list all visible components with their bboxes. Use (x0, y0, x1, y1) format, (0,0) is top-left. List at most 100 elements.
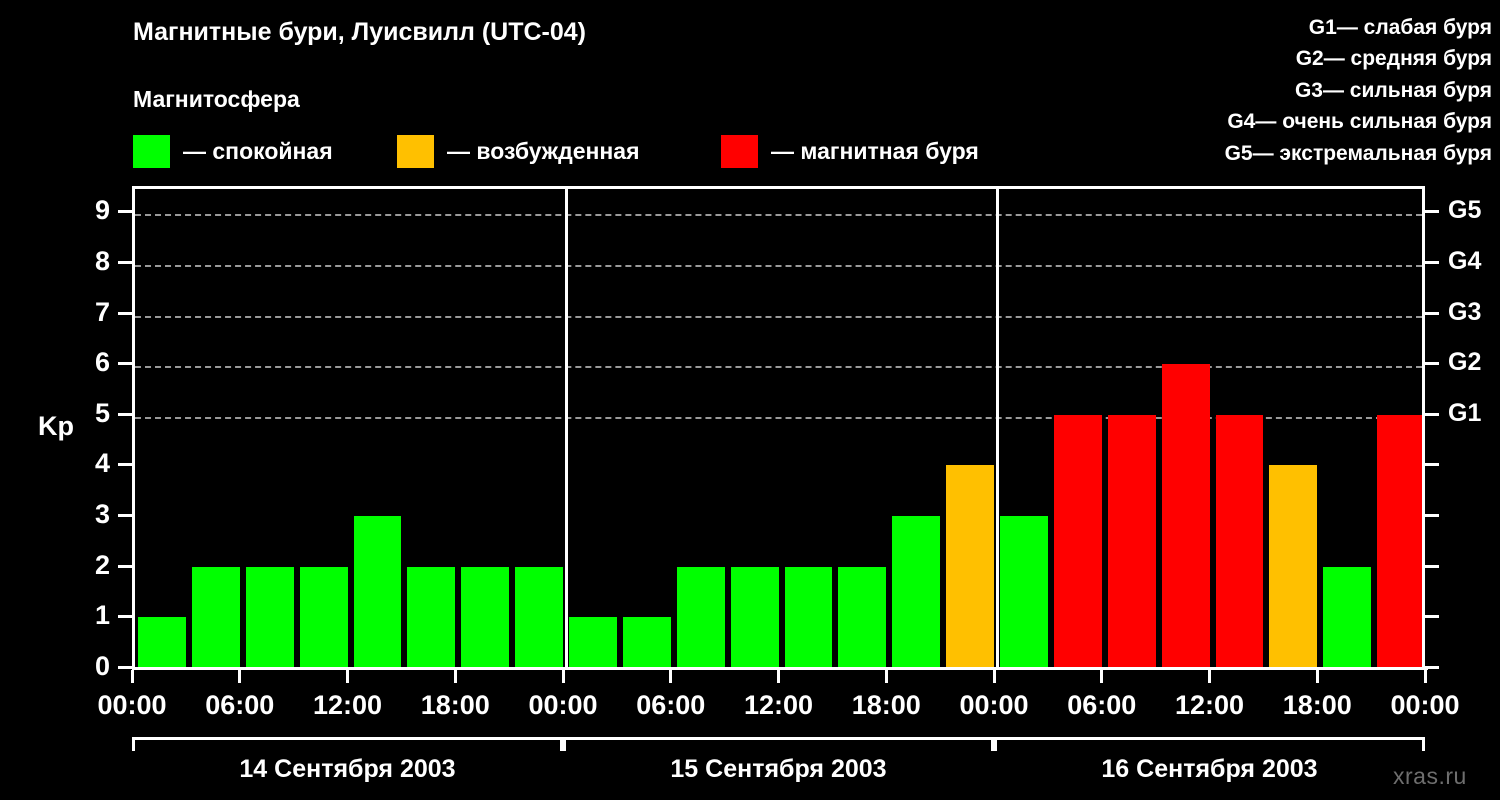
g-axis-tick (1425, 564, 1439, 568)
gscale-description: — сильная буря (1322, 78, 1492, 102)
legend-label: — спокойная (183, 137, 333, 164)
x-axis-tick (130, 670, 134, 683)
x-axis-label: 00:00 (528, 690, 598, 720)
legend-label: — возбужденная (447, 137, 640, 164)
gscale-description: — средняя буря (1323, 47, 1492, 71)
legend-entry: — возбужденная (397, 132, 640, 170)
kp-bar (353, 516, 402, 668)
g-axis-tick (1425, 666, 1439, 669)
g-axis-label: G3 (1448, 297, 1482, 326)
x-axis-label: 00:00 (97, 690, 167, 720)
y-axis-title: Kp (38, 411, 74, 441)
page-title: Магнитные бури, Луисвилл (UTC-04) (133, 18, 587, 46)
kp-bar (838, 566, 887, 668)
kp-bar (1161, 364, 1210, 668)
x-axis-label: 00:00 (1390, 690, 1460, 720)
gscale-code: G1 (1308, 16, 1337, 39)
x-axis-tick (884, 670, 888, 683)
gscale-legend-row: G1 — слабая буря (1072, 12, 1492, 43)
kp-bar (784, 566, 833, 668)
y-axis-tick (118, 463, 132, 467)
gridline (135, 264, 1422, 267)
g-axis-tick (1425, 615, 1439, 619)
gridline (135, 214, 1422, 217)
gscale-legend-row: G3 — сильная буря (1072, 75, 1492, 106)
kp-bar (1377, 414, 1422, 668)
x-axis-tick (669, 670, 673, 683)
legend-color-swatch (397, 134, 434, 168)
kp-bar (946, 465, 994, 668)
gscale-description: — слабая буря (1336, 16, 1492, 39)
x-axis-label: 06:00 (1067, 690, 1137, 720)
day-band (132, 737, 563, 751)
kp-bar (407, 566, 456, 668)
x-axis-label: 12:00 (312, 690, 383, 720)
y-axis-label: 9 (94, 195, 110, 226)
x-axis-tick (992, 670, 996, 683)
x-axis-label: 12:00 (743, 690, 814, 720)
kp-bar (1323, 566, 1372, 668)
gscale-description: — экстремальная буря (1252, 141, 1492, 165)
y-axis-tick (118, 311, 132, 315)
x-axis-tick (777, 670, 780, 683)
gscale-legend: G1 — слабая буря G2 — средняя буря G3 — си… (1072, 12, 1492, 169)
y-axis-label: 8 (94, 245, 110, 276)
day-label: 14 Сентября 2003 (239, 755, 456, 783)
x-axis-label: 18:00 (851, 690, 921, 720)
g-axis-label: G1 (1448, 398, 1482, 427)
day-band (563, 737, 994, 751)
g-axis-label: G4 (1448, 246, 1482, 275)
y-axis-label: 0 (94, 651, 110, 681)
g-axis-label: G2 (1448, 348, 1482, 377)
gscale-code: G3 (1294, 78, 1323, 102)
day-separator-line (564, 189, 568, 668)
gscale-description: — очень сильная буря (1255, 110, 1492, 134)
legend-color-swatch (133, 134, 170, 168)
y-axis-tick (118, 514, 132, 518)
x-axis-tick (346, 670, 349, 683)
kp-bar (191, 566, 240, 668)
gscale-code: G2 (1295, 47, 1324, 71)
gscale-code: G5 (1224, 141, 1253, 165)
plot-area (132, 186, 1425, 668)
y-axis-label: 2 (94, 549, 110, 580)
x-axis-label: 06:00 (205, 690, 275, 720)
g-axis-tick (1425, 514, 1439, 518)
x-axis-label: 06:00 (636, 690, 706, 720)
g-axis-tick (1425, 260, 1439, 264)
kp-bar (892, 516, 941, 668)
watermark: xras.ru (1393, 763, 1467, 789)
x-axis-tick (561, 670, 565, 683)
kp-bar (622, 617, 671, 668)
kp-bar (245, 566, 294, 668)
x-axis-line (132, 667, 1428, 670)
day-label: 16 Сентября 2003 (1101, 755, 1318, 783)
kp-bar (1053, 414, 1102, 668)
kp-bar (676, 566, 725, 668)
kp-bar (138, 617, 186, 668)
gridline (135, 315, 1422, 318)
day-band (994, 737, 1425, 751)
kp-bar (299, 566, 348, 668)
x-axis-label: 00:00 (959, 690, 1029, 720)
g-axis-tick (1425, 463, 1439, 467)
kp-bar (1215, 414, 1264, 668)
y-axis-tick (118, 615, 132, 619)
kp-bar (1269, 465, 1318, 668)
y-axis-tick (118, 412, 132, 416)
kp-bar (461, 566, 510, 668)
y-axis-label: 1 (94, 600, 110, 631)
gridline (135, 366, 1422, 369)
gscale-code: G4 (1227, 110, 1256, 134)
kp-bar (730, 566, 779, 668)
kp-bar (1107, 414, 1156, 668)
x-axis-tick (1423, 670, 1427, 683)
day-label: 15 Сентября 2003 (670, 755, 887, 783)
gridline (135, 416, 1422, 419)
x-axis-tick (453, 670, 457, 683)
g-axis-tick (1425, 311, 1439, 315)
x-axis-tick (238, 670, 242, 683)
y-axis-tick (118, 564, 132, 568)
x-axis-tick (1315, 670, 1319, 683)
kp-bar (569, 617, 617, 668)
